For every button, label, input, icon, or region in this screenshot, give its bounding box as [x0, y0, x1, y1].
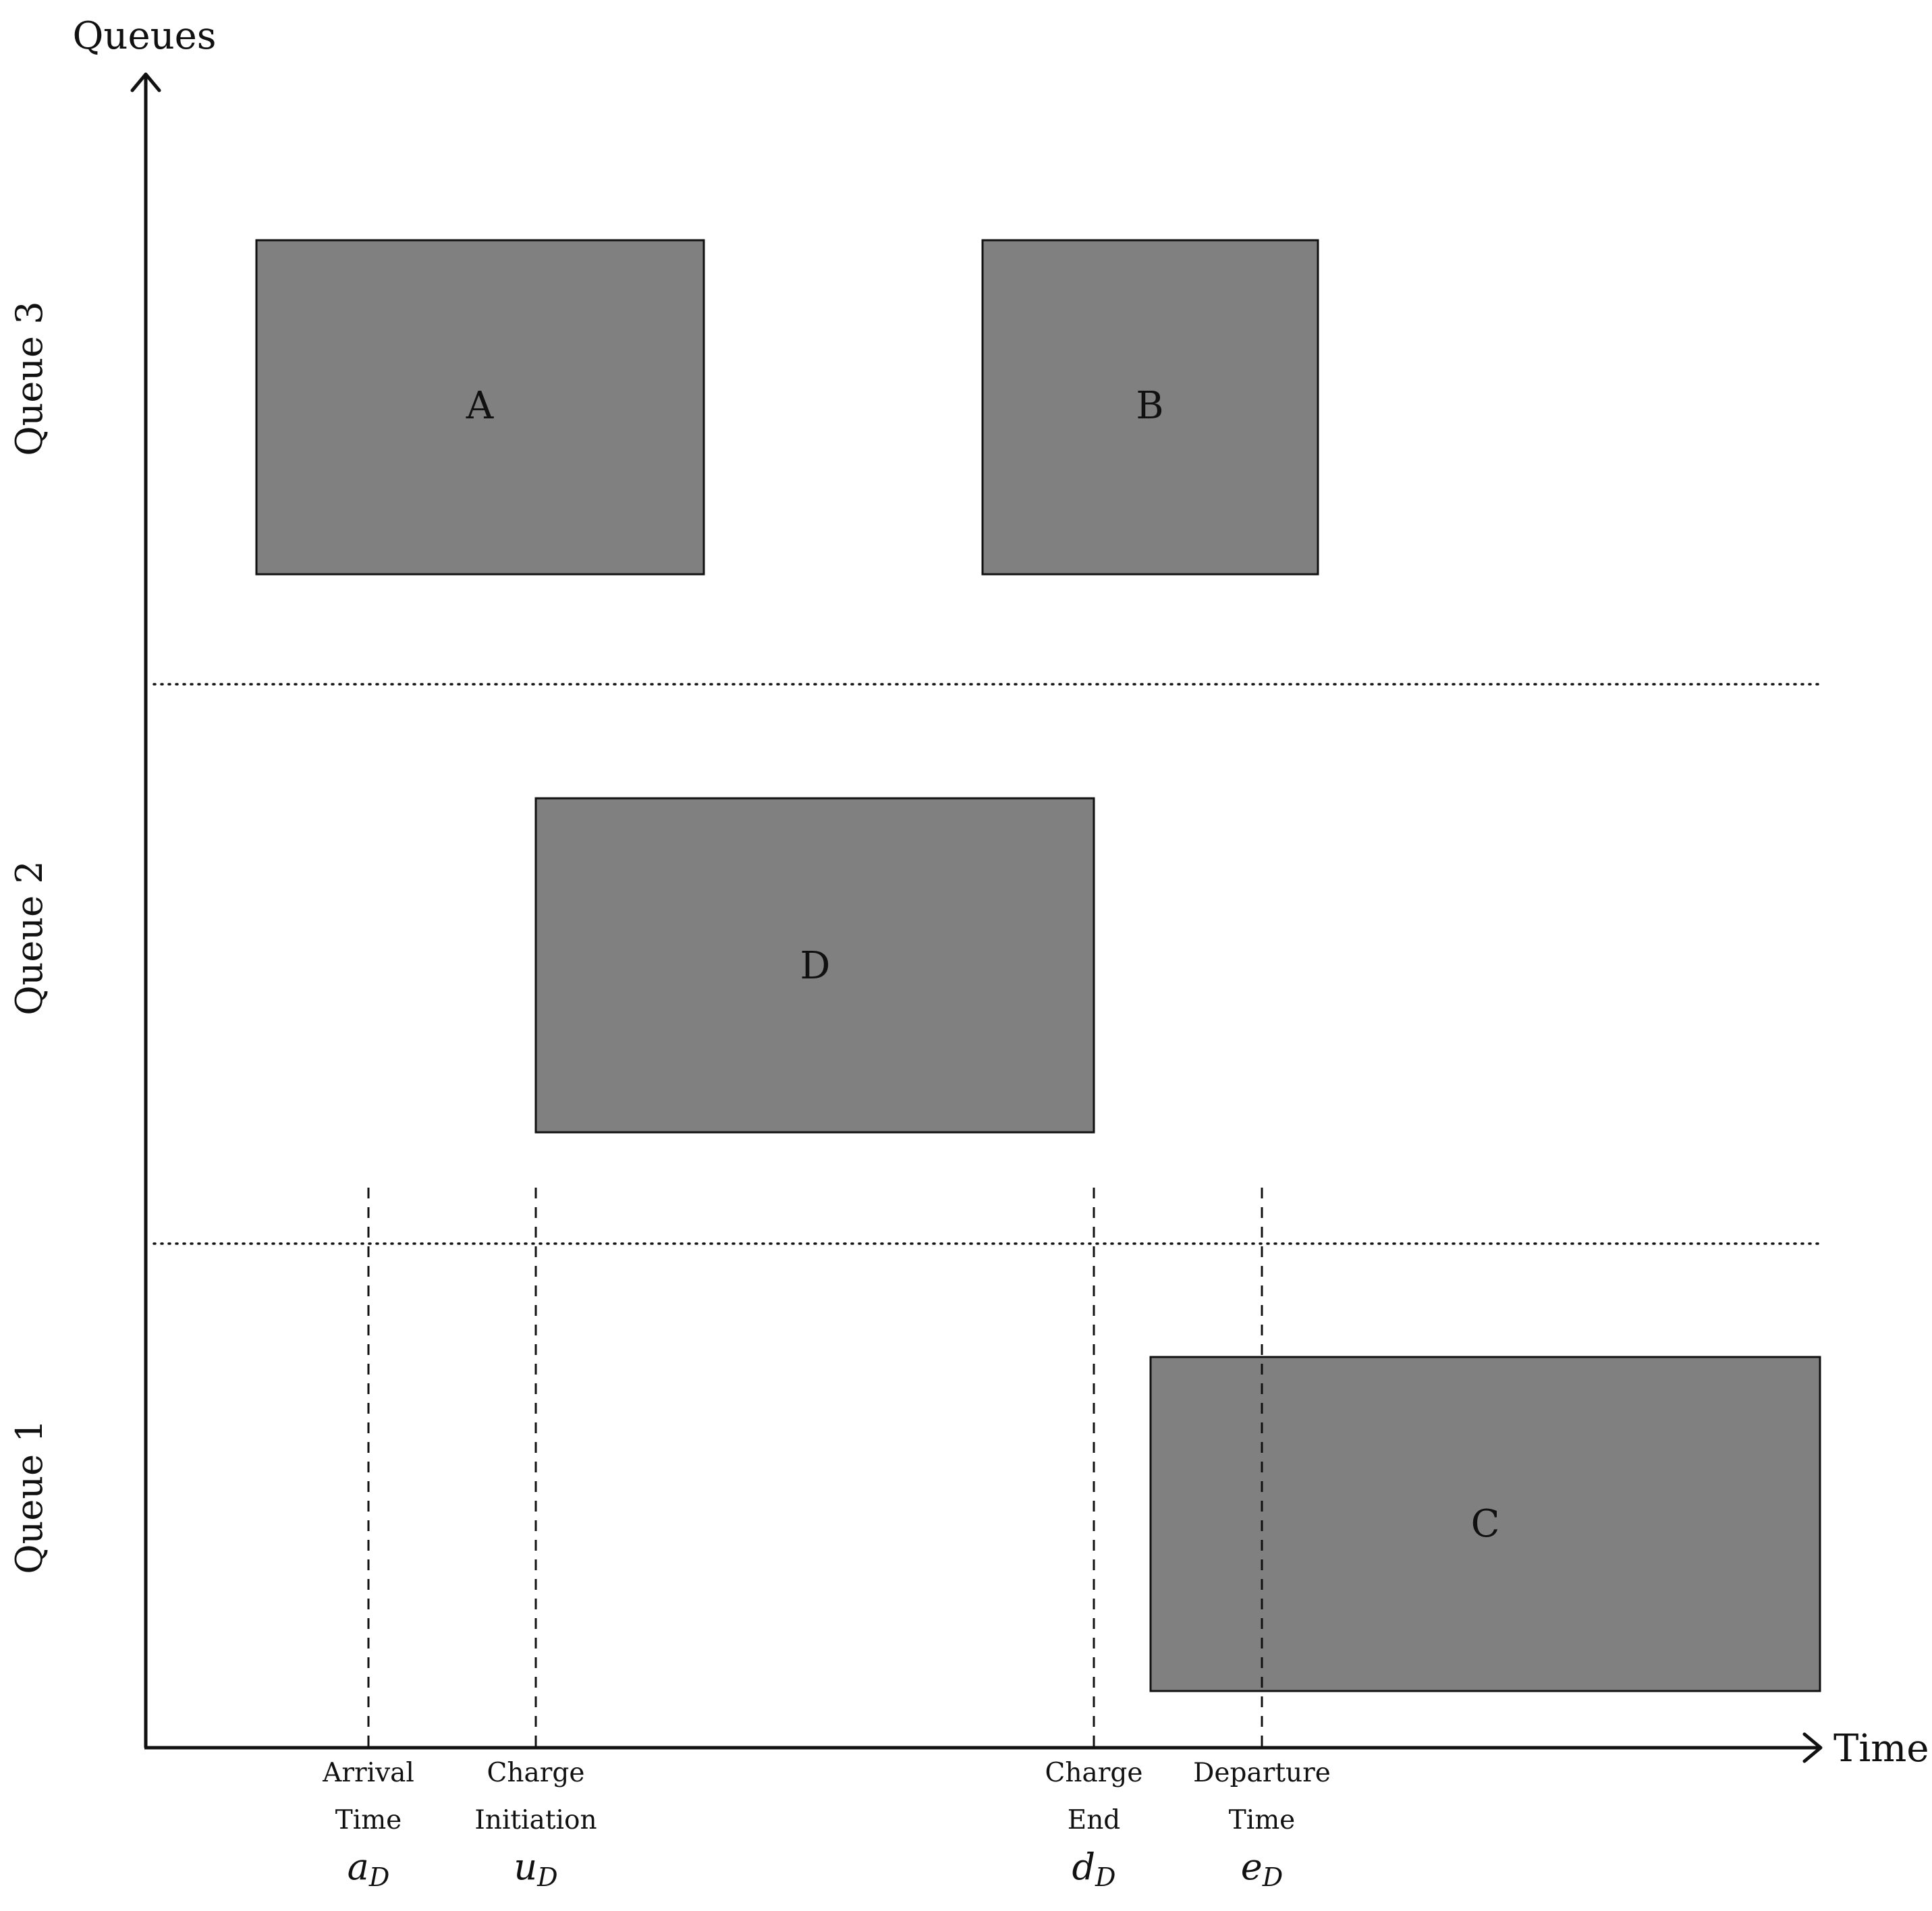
block-d: D [534, 797, 1095, 1134]
marker-departure-symbol-main: e [1241, 1846, 1263, 1888]
queue-label-3: Queue 3 [8, 301, 51, 455]
block-b: B [981, 239, 1319, 576]
marker-label-arrival: Arrival Time aD [322, 1758, 414, 1892]
y-axis-title: Queues [72, 14, 216, 58]
marker-end-symbol-sub: D [1095, 1862, 1115, 1892]
marker-arrival-symbol-sub: D [368, 1862, 389, 1892]
marker-arrival-symbol-main: a [348, 1846, 369, 1888]
block-c: C [1149, 1356, 1821, 1692]
marker-arrival-line1: Arrival [322, 1758, 414, 1788]
marker-initiation-symbol-sub: D [536, 1862, 557, 1892]
marker-label-charge-end: Charge End dD [1045, 1758, 1143, 1892]
marker-label-departure: Departure Time eD [1193, 1758, 1331, 1892]
queue-label-2: Queue 2 [8, 860, 51, 1015]
marker-end-line2: End [1068, 1805, 1121, 1835]
marker-initiation-line2: Initiation [474, 1805, 597, 1835]
block-d-label: D [800, 944, 831, 988]
marker-end-line1: Charge [1045, 1758, 1143, 1788]
marker-initiation-symbol: uD [514, 1846, 557, 1892]
marker-departure-line2: Time [1229, 1805, 1296, 1835]
x-axis-arrowhead [1802, 1732, 1823, 1763]
block-a: A [255, 239, 705, 576]
block-a-rect [255, 239, 705, 576]
block-a-label: A [466, 384, 494, 428]
marker-departure-line1: Departure [1193, 1758, 1331, 1788]
block-b-rect [981, 239, 1319, 576]
marker-departure-symbol-sub: D [1262, 1862, 1283, 1892]
block-d-rect [534, 797, 1095, 1134]
marker-end-symbol: dD [1072, 1846, 1115, 1892]
marker-initiation-line1: Charge [487, 1758, 585, 1788]
x-axis-title: Time [1833, 1727, 1929, 1771]
y-axis-arrowhead [130, 72, 161, 92]
block-c-label: C [1471, 1502, 1500, 1546]
marker-initiation-symbol-main: u [514, 1846, 537, 1888]
marker-arrival-line2: Time [335, 1805, 402, 1835]
marker-label-charge-initiation: Charge Initiation uD [474, 1758, 597, 1892]
queue-label-1: Queue 1 [8, 1419, 51, 1574]
block-b-label: B [1136, 384, 1163, 428]
marker-arrival-symbol: aD [348, 1846, 390, 1892]
marker-departure-symbol: eD [1241, 1846, 1283, 1892]
marker-end-symbol-main: d [1072, 1846, 1095, 1888]
